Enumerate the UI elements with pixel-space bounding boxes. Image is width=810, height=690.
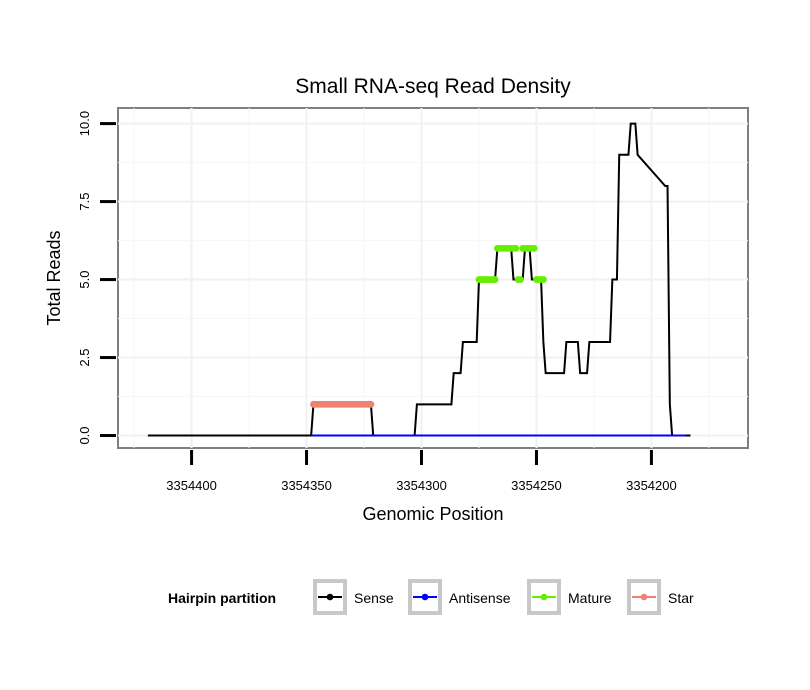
data-point-mature <box>491 276 499 283</box>
legend-label-antisense: Antisense <box>449 590 511 606</box>
y-tick-label: 2.5 <box>77 349 92 367</box>
data-point-mature <box>512 244 520 252</box>
legend-swatch-point-antisense <box>421 593 429 601</box>
plot-panel <box>117 107 749 449</box>
data-point-mature <box>516 276 524 283</box>
legend-item-star: Star <box>627 579 694 615</box>
x-tick-label: 3354300 <box>396 478 447 493</box>
legend-swatch-point-star <box>640 593 648 601</box>
y-tick-label: 5.0 <box>77 271 92 289</box>
series-lines <box>147 122 691 437</box>
x-axis-title: Genomic Position <box>362 504 503 524</box>
y-tick-label: 7.5 <box>77 193 92 211</box>
data-point-mature <box>530 244 538 252</box>
legend-item-mature: Mature <box>527 579 612 615</box>
legend-item-sense: Sense <box>313 579 394 615</box>
x-tick-label: 3354200 <box>626 478 677 493</box>
legend-label-sense: Sense <box>354 590 394 606</box>
data-point-mature <box>539 276 547 283</box>
series-points <box>310 244 547 408</box>
legend: Hairpin partition Sense Antisense Mature… <box>168 579 694 615</box>
y-axis-title: Total Reads <box>44 230 64 325</box>
data-point-star <box>367 400 375 408</box>
series-line-sense <box>147 122 691 437</box>
x-tick-label: 3354350 <box>281 478 332 493</box>
y-tick-label: 0.0 <box>77 426 92 444</box>
legend-label-star: Star <box>668 590 694 606</box>
x-tick-label: 3354250 <box>511 478 562 493</box>
grid-lines <box>118 108 748 448</box>
legend-label-mature: Mature <box>568 590 612 606</box>
legend-title: Hairpin partition <box>168 590 276 606</box>
x-tick-label: 3354400 <box>166 478 217 493</box>
legend-swatch-point-mature <box>540 593 548 601</box>
legend-item-antisense: Antisense <box>408 579 511 615</box>
y-tick-label: 10.0 <box>77 111 92 136</box>
x-axis: 3354400 3354350 3354300 3354250 3354200 <box>166 450 677 493</box>
y-axis: 0.0 2.5 5.0 7.5 10.0 <box>77 111 116 445</box>
chart-title: Small RNA-seq Read Density <box>295 75 571 98</box>
legend-swatch-point-sense <box>326 593 334 601</box>
